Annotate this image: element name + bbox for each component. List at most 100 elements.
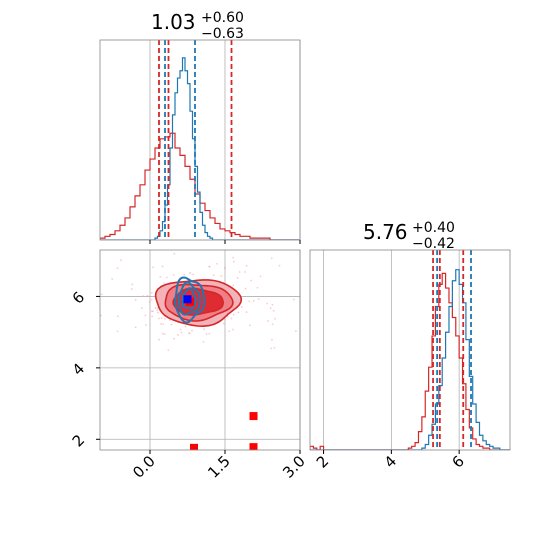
joint-sample-point [238, 271, 241, 273]
joint-sample-point [146, 295, 149, 298]
histogram-parameter-1 [99, 39, 301, 244]
joint-sample-point [250, 279, 252, 282]
hist2-red-series [310, 272, 510, 450]
joint-sample-point [220, 275, 223, 278]
joint-sample-point [223, 318, 226, 321]
joint-sample-point [119, 259, 122, 262]
joint-sample-point [109, 244, 111, 246]
hist2-xtick-label: 4 [381, 452, 400, 471]
joint-sample-point [226, 315, 229, 318]
hist1-red-series [100, 132, 300, 240]
joint-sample-point [184, 325, 187, 328]
joint-sample-point [222, 322, 225, 325]
joint-frame [99, 249, 301, 451]
joint-sample-point [164, 318, 166, 320]
joint-sample-point [187, 332, 190, 335]
joint-sample-point [216, 262, 218, 265]
joint-sample-point [158, 338, 160, 341]
joint-sample-point [270, 347, 273, 350]
joint-sample-point [259, 275, 262, 278]
joint-sample-point [148, 301, 151, 303]
joint-sample-point [163, 333, 166, 336]
joint-sample-point [151, 315, 154, 318]
joint-sample-point [203, 328, 206, 330]
joint-sample-point [168, 319, 171, 321]
title-1-value: 1.03 [151, 10, 196, 34]
joint-sample-point [157, 311, 159, 314]
joint-sample-point [232, 256, 235, 259]
joint-sample-point [177, 334, 179, 336]
joint-sample-point [232, 260, 235, 263]
joint-sample-point [111, 278, 114, 280]
joint-sample-point [161, 265, 164, 268]
joint-sample-point [240, 306, 243, 308]
joint-sample-point [244, 287, 247, 290]
joint-sample-point [117, 315, 119, 318]
joint-sample-point [212, 274, 215, 277]
title-1-minus: −0.63 [201, 26, 244, 42]
joint-sample-point [100, 314, 102, 317]
joint-sample-point [159, 275, 162, 278]
joint-sample-point [249, 324, 251, 327]
joint-sample-point [170, 323, 173, 326]
joint-sample-point [173, 252, 176, 255]
hist2-xtick-label: 6 [449, 452, 468, 471]
joint-sample-point [245, 311, 248, 314]
joint-red-marker [249, 412, 258, 421]
joint-sample-point [160, 323, 163, 325]
joint-sample-point [271, 303, 274, 306]
joint-sample-point [269, 307, 272, 310]
joint-sample-point [301, 274, 303, 276]
joint-sample-point [273, 346, 276, 349]
joint-sample-point [278, 264, 281, 267]
joint-sample-point [232, 328, 234, 331]
hist2-frame [309, 249, 511, 451]
joint-sample-point [248, 300, 251, 303]
joint-sample-point [152, 266, 155, 269]
joint-sample-point [152, 310, 154, 313]
joint-ytick-label: 2 [69, 431, 88, 450]
joint-blue-contour [174, 276, 206, 324]
joint-sample-point [228, 330, 231, 333]
joint-sample-point [160, 317, 163, 320]
joint-sample-point [252, 299, 255, 302]
joint-sample-point [274, 317, 276, 320]
joint-red-marker [190, 443, 198, 450]
joint-sample-point [293, 298, 295, 301]
hist1-frame [99, 39, 301, 241]
joint-sample-point [173, 337, 176, 340]
title-1-plus: +0.60 [201, 10, 244, 26]
joint-sample-point [191, 329, 193, 332]
joint-sample-point [192, 273, 195, 276]
joint-sample-point [150, 291, 153, 294]
joint-sample-point [134, 326, 137, 329]
hist2-background [310, 250, 510, 450]
hist2-xtick-label: 2 [313, 452, 332, 471]
joint-ytick-label: 4 [69, 360, 88, 379]
joint-sample-point [267, 320, 269, 322]
joint-sample-point [232, 284, 235, 287]
joint-sample-point [208, 265, 211, 268]
title-parameter-1: 1.03 [151, 10, 196, 34]
joint-sample-point [158, 317, 160, 320]
histogram-parameter-2: 2 4 6 [309, 249, 511, 472]
joint-sample-point [236, 277, 239, 279]
joint-ytick-label: 6 [69, 288, 88, 307]
joint-sample-point [224, 266, 226, 269]
joint-sample-point [189, 272, 192, 274]
joint-sample-point [208, 332, 211, 335]
joint-sample-point [156, 309, 159, 312]
joint-sample-point [116, 267, 119, 270]
joint-sample-point [134, 298, 137, 301]
joint-xtick-label: 3.0 [279, 452, 309, 482]
joint-sample-point [144, 314, 147, 317]
joint-sample-point [179, 328, 182, 331]
joint-sample-point [256, 286, 259, 289]
joint-sample-point [245, 264, 248, 267]
joint-sample-point [202, 340, 205, 343]
joint-sample-point [150, 298, 153, 301]
joint-sample-point [295, 330, 297, 333]
joint-sample-point [271, 323, 274, 326]
joint-sample-point [162, 323, 165, 326]
